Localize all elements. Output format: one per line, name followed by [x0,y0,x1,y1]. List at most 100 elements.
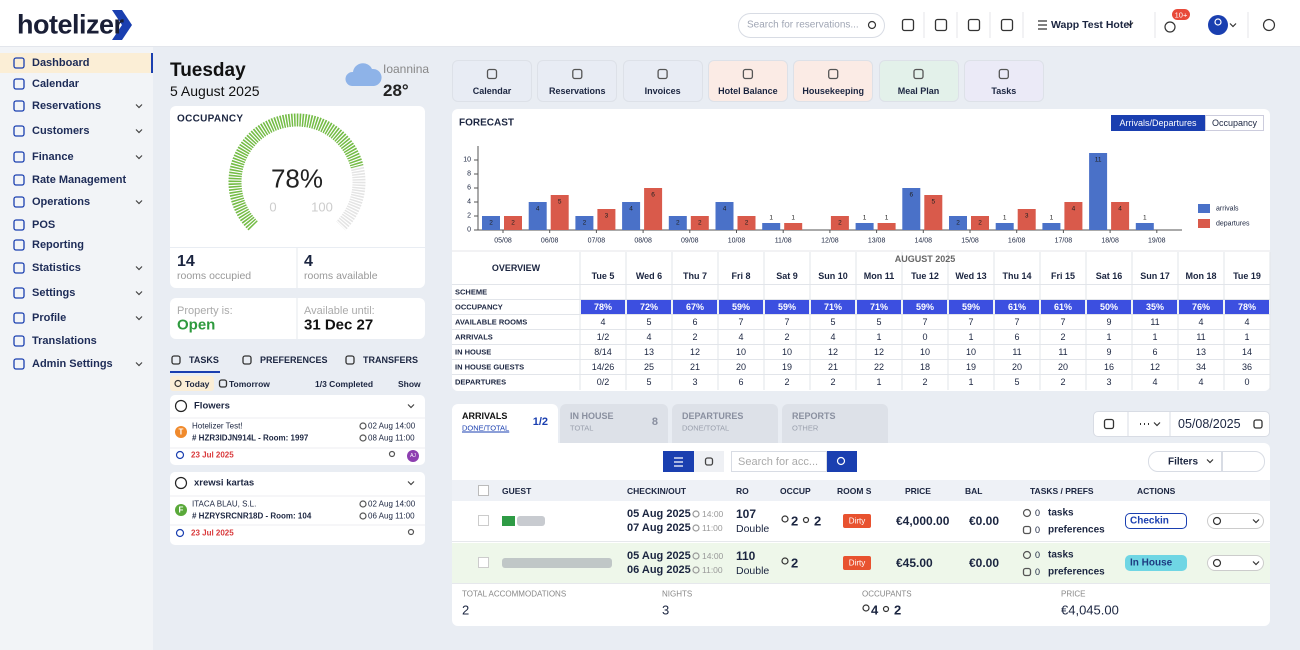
search-button[interactable] [827,451,857,472]
action-button[interactable] [1125,513,1187,529]
cell: 1 [876,332,882,342]
cell: 19 [781,362,793,372]
cell: 4 [1198,317,1204,327]
nav-item[interactable]: Calendar [32,78,80,90]
bar-label: 2 [838,219,842,227]
nav-item[interactable]: Customers [32,125,90,137]
cell: 0/2 [596,377,610,387]
cell: 5 [646,377,652,387]
price: €45.00 [896,556,933,570]
show-toggle[interactable]: Show [398,378,421,389]
row-menu[interactable] [1207,513,1264,529]
nav-item[interactable]: Reporting [32,239,84,251]
filter[interactable]: Today [185,378,210,389]
tab-title[interactable]: ARRIVALS [462,411,508,421]
filters-button[interactable] [1148,451,1222,472]
booking-tab[interactable] [560,404,668,444]
hotel-selector[interactable]: Wapp Test Hotel [1051,19,1133,31]
booking-tab[interactable] [452,404,558,444]
search-box[interactable] [738,13,885,38]
cell: 4 [1198,377,1204,387]
checkbox[interactable] [478,485,489,496]
tab-title[interactable]: REPORTS [792,411,836,421]
toggle-label[interactable]: Occupancy [1211,118,1258,128]
quick-link[interactable] [537,60,618,102]
column-header: CHECKIN/OUT [627,485,687,496]
bar-label: 2 [744,219,749,227]
booking-tab[interactable] [672,404,778,444]
action-label[interactable]: Checkin [1130,515,1169,527]
cell: 10 [965,347,977,357]
cell: 3 [692,377,698,387]
tab[interactable]: TRANSFERS [363,355,419,365]
checkbox[interactable] [478,515,489,526]
filter-today[interactable] [170,376,214,391]
tab-title[interactable]: DEPARTURES [682,411,744,421]
reference: # HZRYSRCNR18D - Room: 104 [192,511,312,521]
nav-item[interactable]: POS [32,219,56,231]
nav-item[interactable]: Admin Settings [32,358,113,370]
quick-link[interactable] [622,60,703,102]
x-tick-label: 12/08 [821,237,839,245]
column-header: OCCUP [780,485,811,496]
action-label[interactable]: In House [1130,557,1173,569]
cell: 4 [600,317,606,327]
tab[interactable]: PREFERENCES [260,355,328,365]
city: Ioannina [383,62,430,76]
status: Dirty [848,516,866,526]
cell: 0 [922,332,928,342]
nav-item[interactable]: Translations [32,335,97,347]
cell: 25 [643,362,655,372]
y-tick-label: 10 [463,156,471,164]
tab-underline [170,371,220,373]
x-tick-label: 15/08 [961,237,979,245]
cell: 4 [738,332,744,342]
nav-item[interactable]: Rate Management [32,174,127,186]
filters-label[interactable]: Filters [1168,456,1199,467]
quick-link[interactable] [707,60,788,102]
table-header [452,480,1270,501]
quick-link-label[interactable]: Calendar [472,86,512,96]
date-input[interactable]: 05/08/2025 [1178,417,1241,431]
nav-item[interactable]: Settings [32,287,76,299]
nav-item[interactable]: Reservations [32,100,102,112]
nav-item[interactable]: Finance [32,151,74,163]
grid-view[interactable] [694,451,724,472]
nav-item[interactable]: Statistics [32,262,81,274]
search-input[interactable] [731,451,827,472]
list-view[interactable] [663,451,694,472]
quick-link-label[interactable]: Invoices [644,86,681,96]
toggle-active[interactable] [1111,115,1205,131]
quick-link-label[interactable]: Reservations [549,86,606,96]
row-menu[interactable] [1207,555,1264,571]
quick-link[interactable] [452,60,532,102]
booking-tab[interactable] [782,404,888,444]
bar-label: 3 [604,212,609,220]
toggle[interactable] [1205,115,1264,131]
cell: 50% [1099,302,1119,312]
quick-link[interactable] [878,60,959,102]
action-button[interactable] [1125,555,1187,571]
task-title[interactable]: Flowers [194,400,230,412]
filter[interactable]: Tomorrow [229,378,270,389]
checkbox[interactable] [478,557,489,568]
quick-link-label[interactable]: Tasks [991,86,1017,96]
nav-item[interactable]: Operations [32,196,91,208]
toggle-label[interactable]: Arrivals/Departures [1119,118,1197,128]
cell: 67% [685,302,705,312]
task-title[interactable]: xrewsi kartas [194,477,255,489]
tab-title[interactable]: IN HOUSE [570,411,614,421]
prefs-count: 0 [1035,567,1041,577]
cell: 0 [1244,377,1250,387]
nav-item[interactable]: Dashboard [32,57,90,69]
tab[interactable]: TASKS [189,355,219,365]
quick-link[interactable] [793,60,874,102]
quick-link-label[interactable]: Hotel Balance [718,86,778,96]
more-button[interactable] [1222,451,1265,472]
children: 2 [814,513,822,529]
nav-item[interactable]: Profile [32,312,67,324]
total-label: TOTAL ACCOMMODATIONS [462,589,567,599]
quick-link[interactable] [963,60,1044,102]
quick-link-label[interactable]: Meal Plan [897,86,940,96]
quick-link-label[interactable]: Housekeeping [802,86,864,96]
